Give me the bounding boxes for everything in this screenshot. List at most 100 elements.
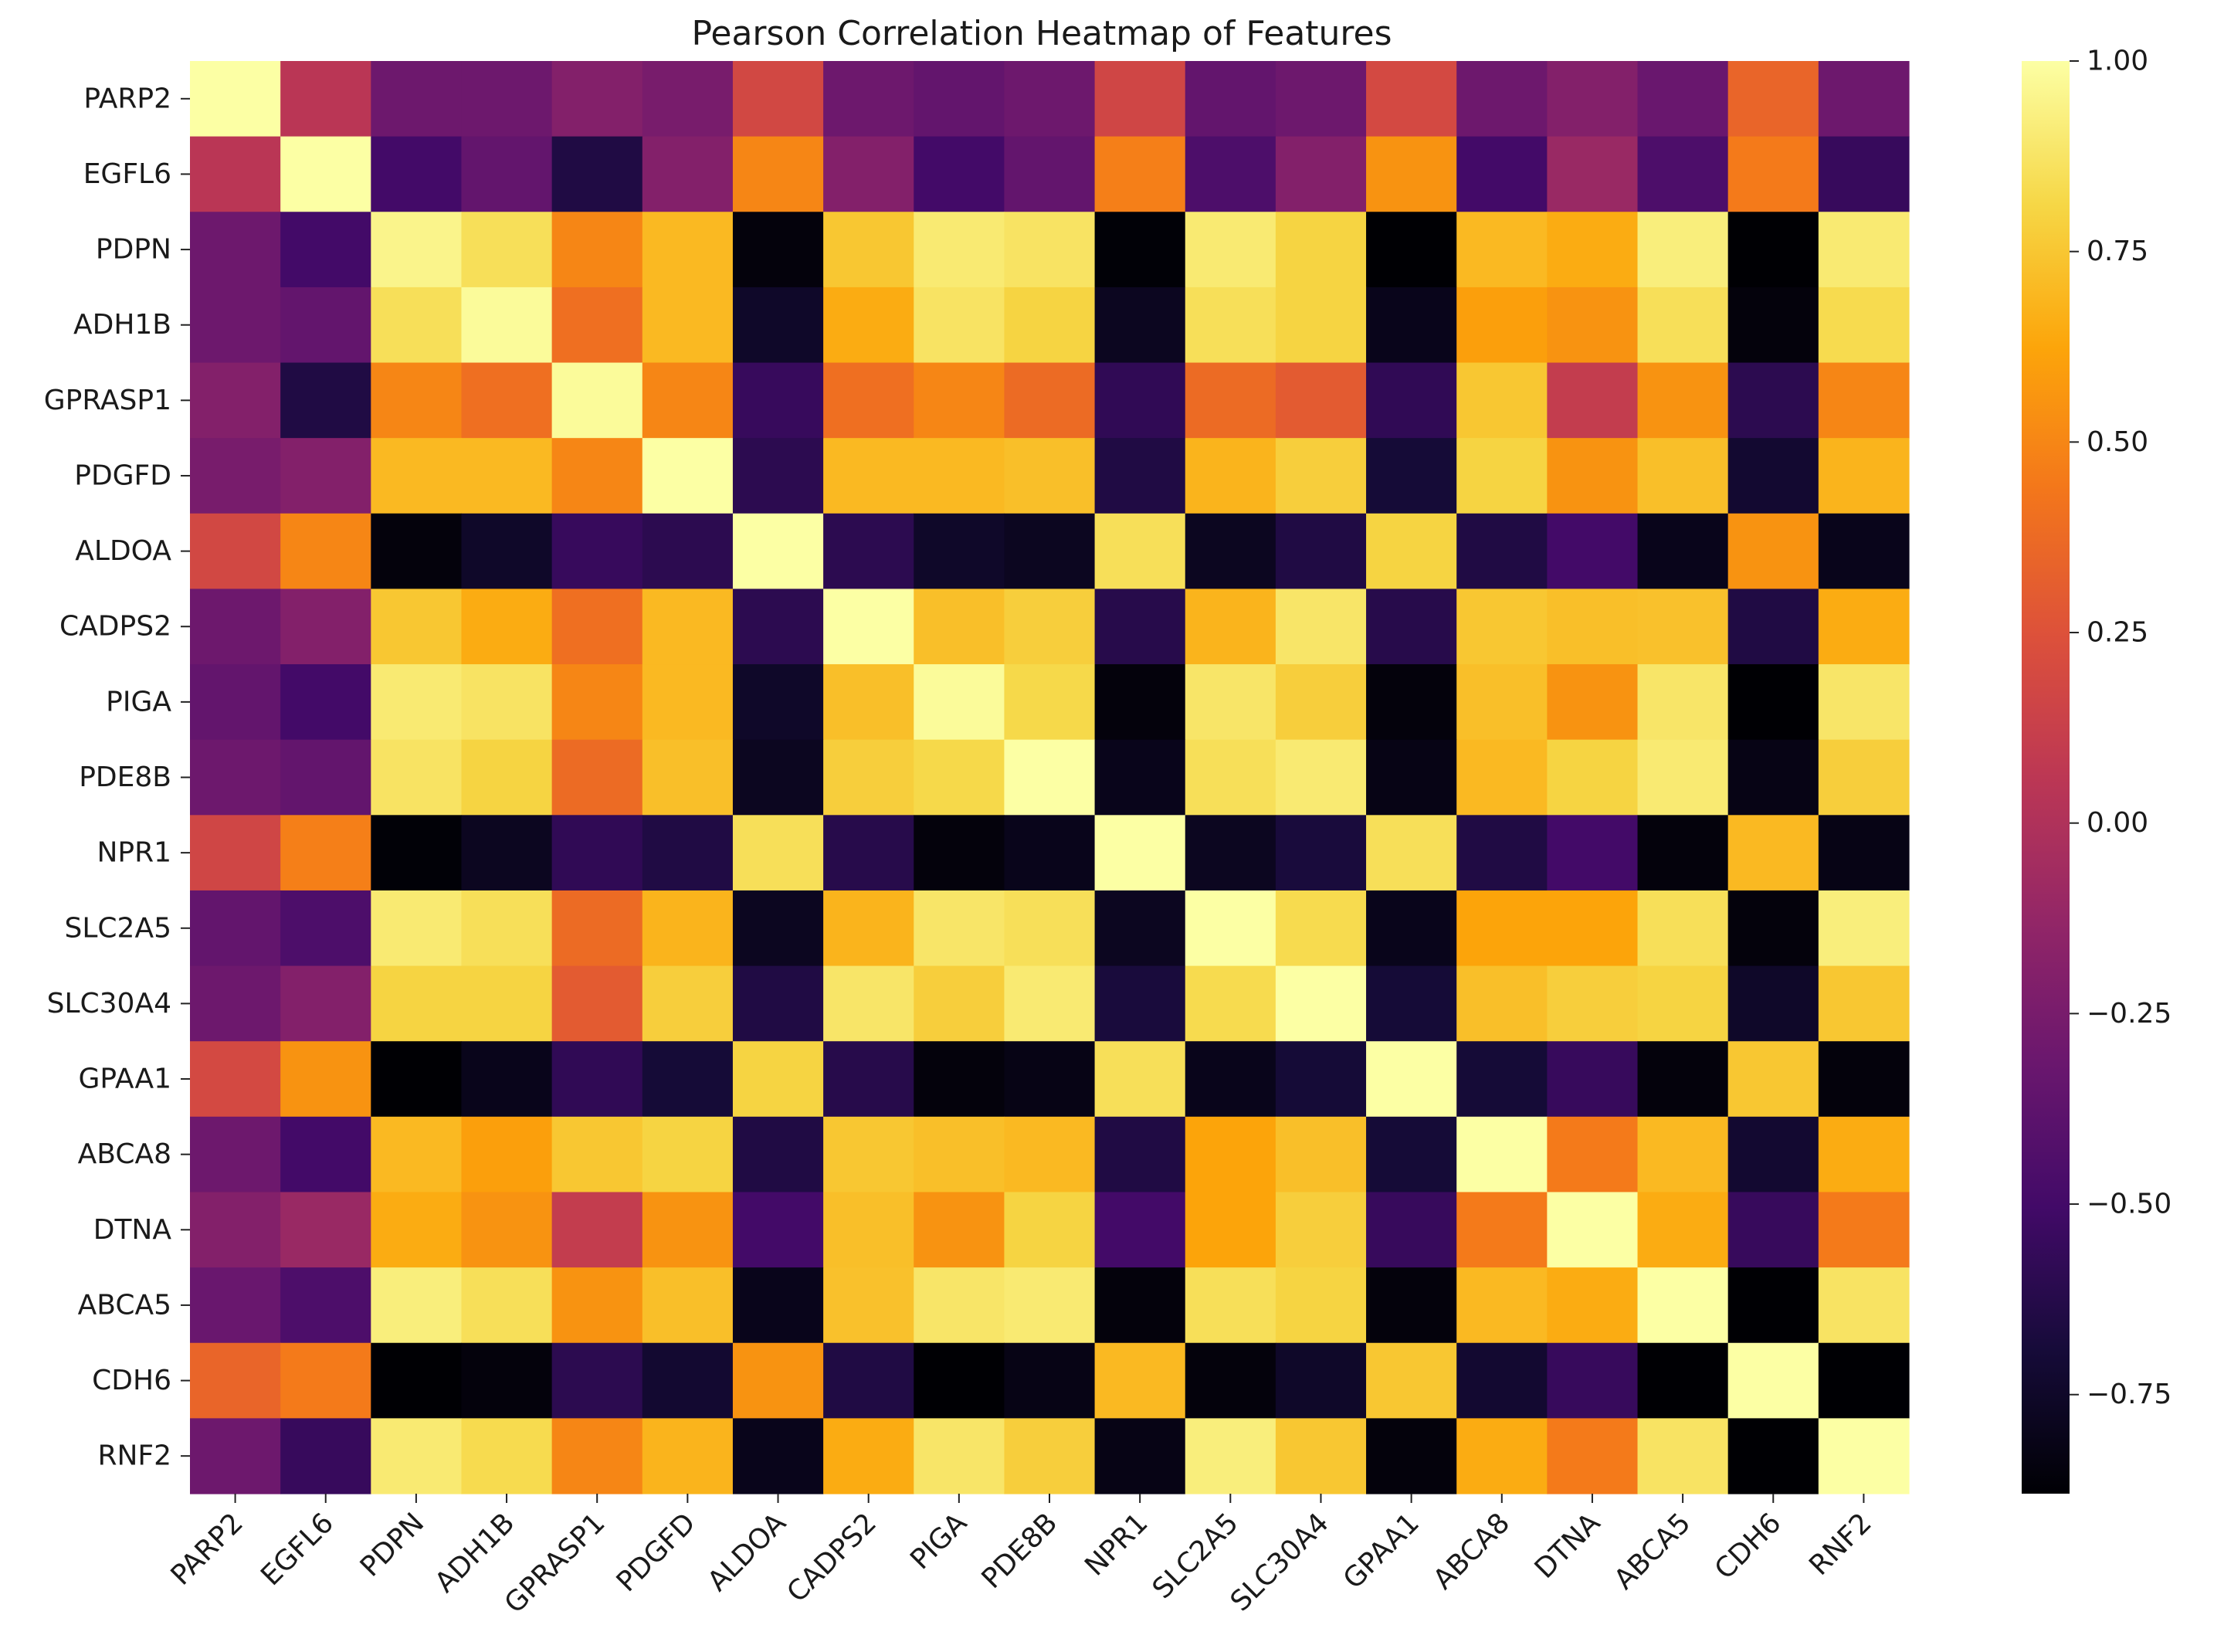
heatmap-cell — [642, 513, 734, 590]
heatmap-cell — [1366, 438, 1457, 514]
heatmap-cell — [190, 438, 281, 514]
heatmap-cell — [461, 1418, 553, 1494]
heatmap-cell — [823, 589, 914, 665]
heatmap-cell — [1818, 664, 1910, 741]
heatmap-cell — [1094, 1418, 1186, 1494]
heatmap-cell — [1275, 287, 1367, 364]
heatmap-cell — [280, 589, 371, 665]
heatmap-cell — [914, 890, 1005, 967]
heatmap-cell — [461, 61, 553, 137]
heatmap-cell — [1818, 1267, 1910, 1344]
heatmap-cell — [280, 136, 371, 212]
heatmap-cell — [823, 362, 914, 439]
heatmap-cell — [1094, 136, 1186, 212]
heatmap-cell — [642, 212, 734, 288]
y-tick-label: ABCA5 — [78, 1289, 171, 1321]
heatmap-cell — [461, 1192, 553, 1268]
heatmap-cell — [461, 136, 553, 212]
heatmap-cell — [461, 664, 553, 741]
heatmap-cell — [1275, 739, 1367, 816]
heatmap-cell — [1366, 589, 1457, 665]
heatmap-cell — [1094, 1192, 1186, 1268]
heatmap-cell — [823, 815, 914, 891]
heatmap-cell — [1727, 890, 1819, 967]
heatmap-cell — [461, 362, 553, 439]
heatmap-cell — [1004, 1192, 1096, 1268]
heatmap-cell — [1547, 61, 1639, 137]
heatmap-cell — [461, 513, 553, 590]
heatmap-cell — [823, 1041, 914, 1118]
heatmap-cell — [551, 287, 643, 364]
heatmap-cell — [190, 61, 281, 137]
heatmap-cell — [190, 1267, 281, 1344]
heatmap-cell — [280, 1267, 371, 1344]
heatmap-cell — [1727, 362, 1819, 439]
heatmap-cell — [1004, 513, 1096, 590]
heatmap-cell — [1094, 1342, 1186, 1419]
heatmap-cell — [914, 212, 1005, 288]
heatmap-cell — [1004, 1418, 1096, 1494]
heatmap-cell — [1818, 1192, 1910, 1268]
heatmap-cell — [1456, 136, 1548, 212]
heatmap-cell — [1727, 438, 1819, 514]
heatmap-cell — [1818, 890, 1910, 967]
heatmap-cell — [642, 739, 734, 816]
heatmap-cell — [280, 1342, 371, 1419]
heatmap-cell — [1004, 212, 1096, 288]
heatmap-cell — [551, 890, 643, 967]
heatmap-cell — [1185, 136, 1276, 212]
y-tick-label: CADPS2 — [59, 611, 171, 643]
heatmap-cell — [1727, 1116, 1819, 1193]
heatmap-cell — [551, 815, 643, 891]
heatmap-cell — [1004, 1041, 1096, 1118]
heatmap-cell — [914, 1418, 1005, 1494]
heatmap-cell — [1366, 1041, 1457, 1118]
y-tick-label: PDE8B — [79, 762, 171, 793]
heatmap-cell — [190, 1418, 281, 1494]
heatmap-cell — [551, 362, 643, 439]
heatmap-cell — [1637, 136, 1729, 212]
colorbar-tick-label: −0.75 — [2087, 1379, 2171, 1410]
y-tick-label: PIGA — [106, 686, 171, 717]
heatmap-cell — [914, 287, 1005, 364]
heatmap-cell — [732, 1267, 824, 1344]
heatmap-cell — [551, 136, 643, 212]
heatmap-cell — [371, 438, 463, 514]
heatmap-cell — [371, 136, 463, 212]
heatmap-cell — [1185, 287, 1276, 364]
heatmap-cell — [280, 739, 371, 816]
heatmap-cell — [732, 1041, 824, 1118]
heatmap-cell — [1547, 739, 1639, 816]
heatmap-cell — [551, 212, 643, 288]
heatmap-cell — [642, 664, 734, 741]
heatmap-cell — [1275, 61, 1367, 137]
heatmap-cell — [823, 287, 914, 364]
heatmap-cell — [732, 815, 824, 891]
heatmap-cell — [732, 1418, 824, 1494]
heatmap-cell — [190, 1116, 281, 1193]
heatmap-cell — [280, 1418, 371, 1494]
heatmap-cell — [1547, 1418, 1639, 1494]
heatmap-cell — [190, 664, 281, 741]
heatmap-cell — [190, 890, 281, 967]
heatmap-cell — [642, 287, 734, 364]
heatmap-cell — [371, 362, 463, 439]
heatmap-cell — [371, 513, 463, 590]
heatmap-cell — [732, 1192, 824, 1268]
heatmap-cell — [1637, 815, 1729, 891]
heatmap-cell — [1637, 739, 1729, 816]
heatmap-cell — [1818, 589, 1910, 665]
y-tick-label: ALDOA — [75, 535, 171, 567]
heatmap-cell — [1727, 61, 1819, 137]
heatmap-cell — [642, 815, 734, 891]
heatmap-cell — [1366, 965, 1457, 1042]
heatmap-cell — [1366, 61, 1457, 137]
heatmap-cell — [1275, 890, 1367, 967]
y-tick-label: GPRASP1 — [44, 385, 171, 416]
heatmap-cell — [1456, 739, 1548, 816]
heatmap-cell — [732, 362, 824, 439]
heatmap-cell — [1366, 1418, 1457, 1494]
y-tick-label: CDH6 — [92, 1365, 171, 1396]
heatmap-cell — [732, 589, 824, 665]
